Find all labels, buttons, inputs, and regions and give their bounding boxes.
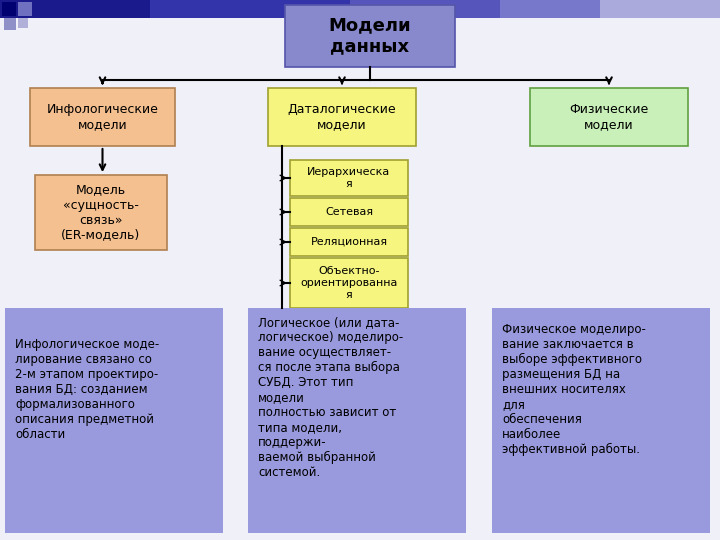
Text: Реляционная: Реляционная (310, 237, 387, 247)
Text: Модели
данных: Модели данных (329, 17, 411, 56)
Bar (18, 2, 32, 16)
Bar (150, 0, 720, 18)
Text: Логическое (или дата-
логическое) моделиро-
вание осуществляет-
ся после этапа в: Логическое (или дата- логическое) модели… (258, 316, 403, 479)
Bar (4, 18, 16, 30)
Bar (500, 0, 720, 18)
Text: Иерархическа
я: Иерархическа я (307, 167, 391, 189)
Text: Физическое моделиро-
вание заключается в
выборе эффективного
размещения БД на
вн: Физическое моделиро- вание заключается в… (502, 323, 646, 456)
FancyBboxPatch shape (530, 88, 688, 146)
Text: Сетевая: Сетевая (325, 207, 373, 217)
Text: Инфологические
модели: Инфологические модели (47, 103, 158, 131)
FancyBboxPatch shape (30, 88, 175, 146)
FancyBboxPatch shape (290, 228, 408, 256)
Bar (0, 0, 720, 18)
FancyBboxPatch shape (290, 160, 408, 196)
Text: Объектно-
ориентированна
я: Объектно- ориентированна я (300, 266, 397, 300)
Bar (350, 0, 720, 18)
Bar (600, 0, 720, 18)
FancyBboxPatch shape (285, 5, 455, 67)
Text: Модель
«сущность-
связь»
(ER-модель): Модель «сущность- связь» (ER-модель) (61, 184, 140, 241)
Bar (18, 18, 28, 28)
FancyBboxPatch shape (492, 308, 710, 533)
FancyBboxPatch shape (35, 175, 167, 250)
Text: Инфологическое моде-
лирование связано со
2-м этапом проектиро-
вания БД: создан: Инфологическое моде- лирование связано с… (15, 338, 159, 441)
Bar (2, 2, 16, 16)
Text: Даталогические
модели: Даталогические модели (288, 103, 396, 131)
FancyBboxPatch shape (5, 308, 223, 533)
FancyBboxPatch shape (290, 198, 408, 226)
FancyBboxPatch shape (248, 308, 466, 533)
FancyBboxPatch shape (290, 258, 408, 308)
Text: Физические
модели: Физические модели (570, 103, 649, 131)
FancyBboxPatch shape (268, 88, 416, 146)
